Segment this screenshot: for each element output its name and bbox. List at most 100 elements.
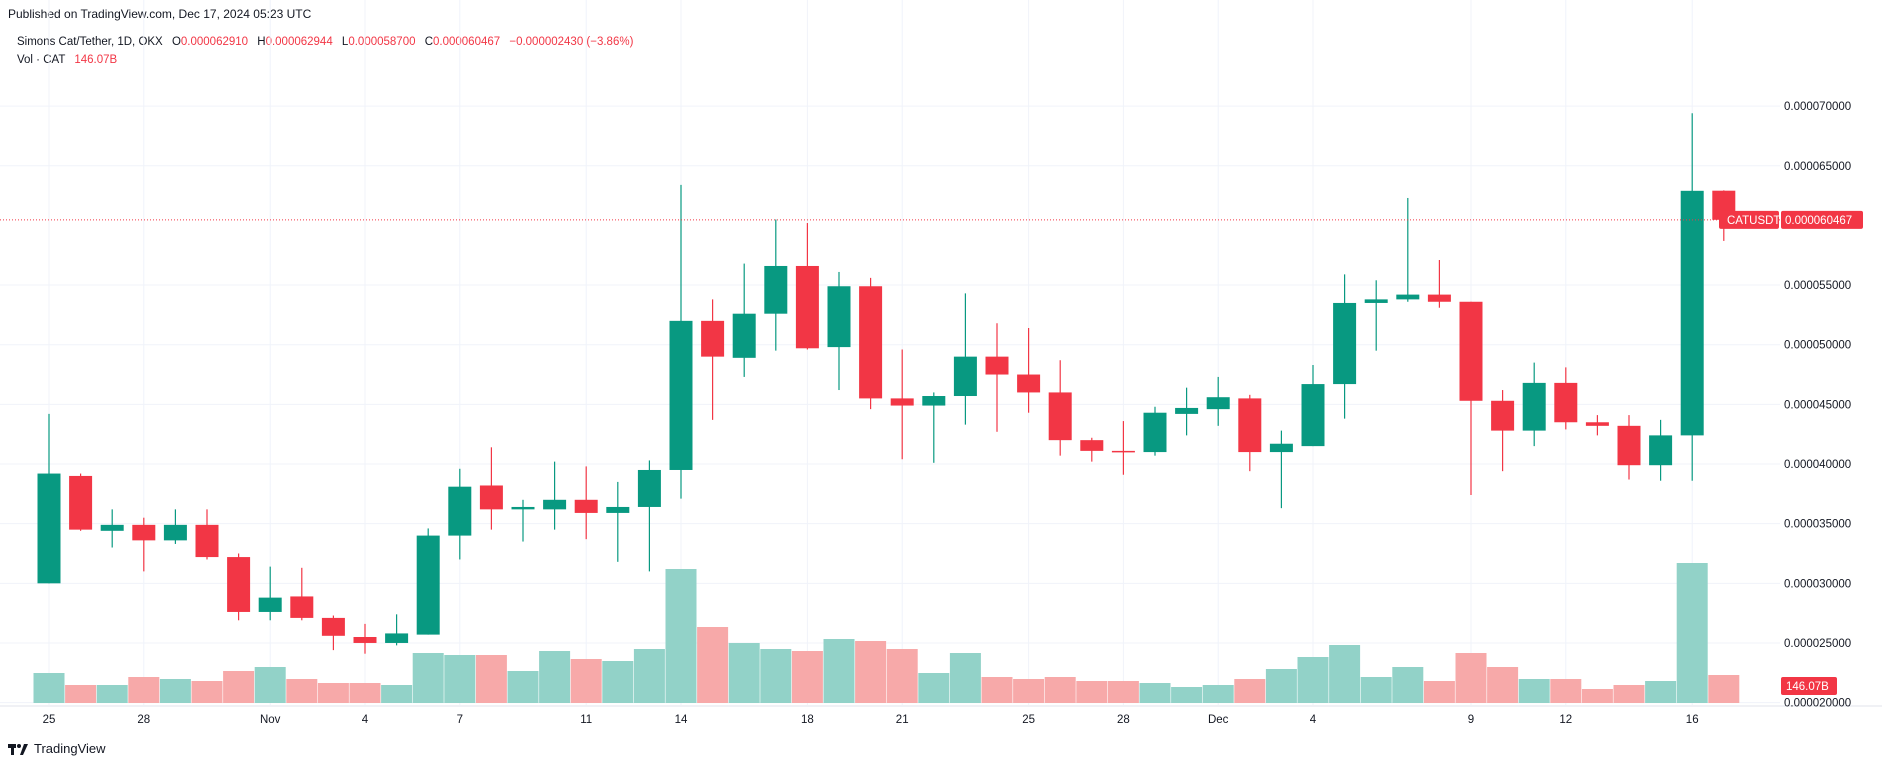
candle-body: [353, 636, 377, 643]
candle-body: [1491, 400, 1515, 431]
open-label: O: [171, 36, 181, 48]
time-tick-label: 21: [896, 714, 909, 726]
volume-bar: [539, 651, 571, 703]
candle-body: [1269, 443, 1293, 453]
candle-body: [606, 506, 630, 513]
candle-body: [1301, 384, 1325, 447]
candle-body: [1459, 301, 1483, 401]
volume-bar: [412, 653, 444, 703]
volume-bar: [1013, 679, 1045, 703]
volume-bar: [949, 653, 981, 703]
symbol-name[interactable]: Simons Cat/Tether, 1D, OKX: [17, 36, 163, 48]
volume-bar: [1423, 681, 1455, 703]
volume-bar: [349, 683, 381, 703]
time-tick-label: 7: [457, 714, 463, 726]
volume-bar: [1645, 681, 1677, 703]
tradingview-brand-text: TradingView: [34, 741, 106, 756]
volume-bar: [507, 671, 539, 703]
footer-brand[interactable]: TradingView: [8, 741, 106, 756]
candle-body: [1680, 190, 1704, 436]
volume-bar: [1202, 685, 1234, 703]
time-tick-label: 4: [362, 714, 369, 726]
candle-body: [669, 320, 693, 470]
candle-body: [827, 286, 851, 348]
high-value: 0.000062944: [265, 36, 333, 48]
volume-bar: [1234, 679, 1266, 703]
candle-body: [1396, 294, 1420, 300]
volume-bar: [1076, 681, 1108, 703]
candle-body: [732, 313, 756, 358]
volume-bar: [760, 649, 792, 703]
volume-bar: [381, 685, 413, 703]
volume-bar: [1107, 681, 1139, 703]
candle-body: [69, 475, 93, 530]
close-value: 0.000060467: [433, 36, 501, 48]
last-volume-tag-label: 146.07B: [1786, 681, 1829, 693]
candle-body: [890, 398, 914, 406]
candle-body: [290, 596, 314, 618]
change-value: −0.000002430 (−3.86%): [509, 36, 634, 48]
volume-bar: [1265, 669, 1297, 703]
volume-bar: [1550, 679, 1582, 703]
price-tick-label: 0.000035000: [1784, 519, 1851, 531]
time-tick-label: 9: [1468, 714, 1474, 726]
published-header: Published on TradingView.com, Dec 17, 20…: [8, 7, 312, 21]
volume-label[interactable]: Vol · CAT: [17, 54, 66, 66]
symbol-tag: [1719, 210, 1779, 229]
volume-bar: [1487, 667, 1519, 703]
volume-bar: [697, 627, 729, 703]
last-price-tag: [1781, 210, 1863, 229]
volume-bar: [159, 679, 191, 703]
volume-bar: [286, 679, 318, 703]
volume-bar: [1139, 683, 1171, 703]
volume-bar: [602, 661, 634, 703]
volume-bar: [1613, 685, 1645, 703]
candle-body: [479, 485, 503, 510]
price-tick-label: 0.000065000: [1784, 161, 1851, 173]
time-tick-label: 28: [1117, 714, 1130, 726]
price-tick-label: 0.000050000: [1784, 340, 1851, 352]
time-tick-label: 11: [580, 714, 592, 726]
last-price-tag-label: 0.000060467: [1785, 215, 1852, 227]
legend-volume-row: Vol · CAT 146.07B: [17, 51, 633, 69]
volume-bar: [1297, 657, 1329, 703]
volume-bar: [191, 681, 223, 703]
price-tick-label: 0.000045000: [1784, 399, 1851, 411]
last-volume-tag: [1781, 677, 1837, 695]
candle-body: [416, 535, 440, 635]
candle-body: [922, 396, 946, 406]
candle-body: [195, 524, 219, 558]
volume-bar: [886, 649, 918, 703]
candle-body: [385, 633, 409, 643]
volume-bar: [728, 643, 760, 703]
volume-bar: [1329, 645, 1361, 703]
candle-body: [100, 524, 124, 531]
volume-bar: [918, 673, 950, 703]
time-tick-label: 4: [1310, 714, 1317, 726]
volume-bar: [981, 677, 1013, 703]
time-tick-label: Nov: [260, 714, 281, 726]
candle-body: [953, 356, 977, 397]
candle-body: [1143, 412, 1167, 453]
candle-body: [701, 320, 725, 357]
candle-body: [795, 265, 819, 349]
volume-bar: [475, 655, 507, 703]
time-tick-label: Dec: [1208, 714, 1229, 726]
volume-bar: [1360, 677, 1392, 703]
volume-bar: [791, 651, 823, 703]
volume-bar: [33, 673, 65, 703]
symbol-tag-label: CATUSDT: [1727, 215, 1780, 227]
candle-body: [764, 265, 788, 314]
volume-bar: [1518, 679, 1550, 703]
volume-bar: [855, 641, 887, 703]
volume-value: 146.07B: [74, 54, 118, 66]
time-tick-label: 12: [1559, 714, 1572, 726]
volume-bar: [317, 683, 349, 703]
candle-body: [1649, 435, 1673, 466]
volume-bar: [223, 671, 255, 703]
volume-bar: [633, 649, 665, 703]
time-tick-label: 18: [801, 714, 814, 726]
time-tick-label: 25: [43, 714, 56, 726]
candle-body: [511, 506, 535, 510]
